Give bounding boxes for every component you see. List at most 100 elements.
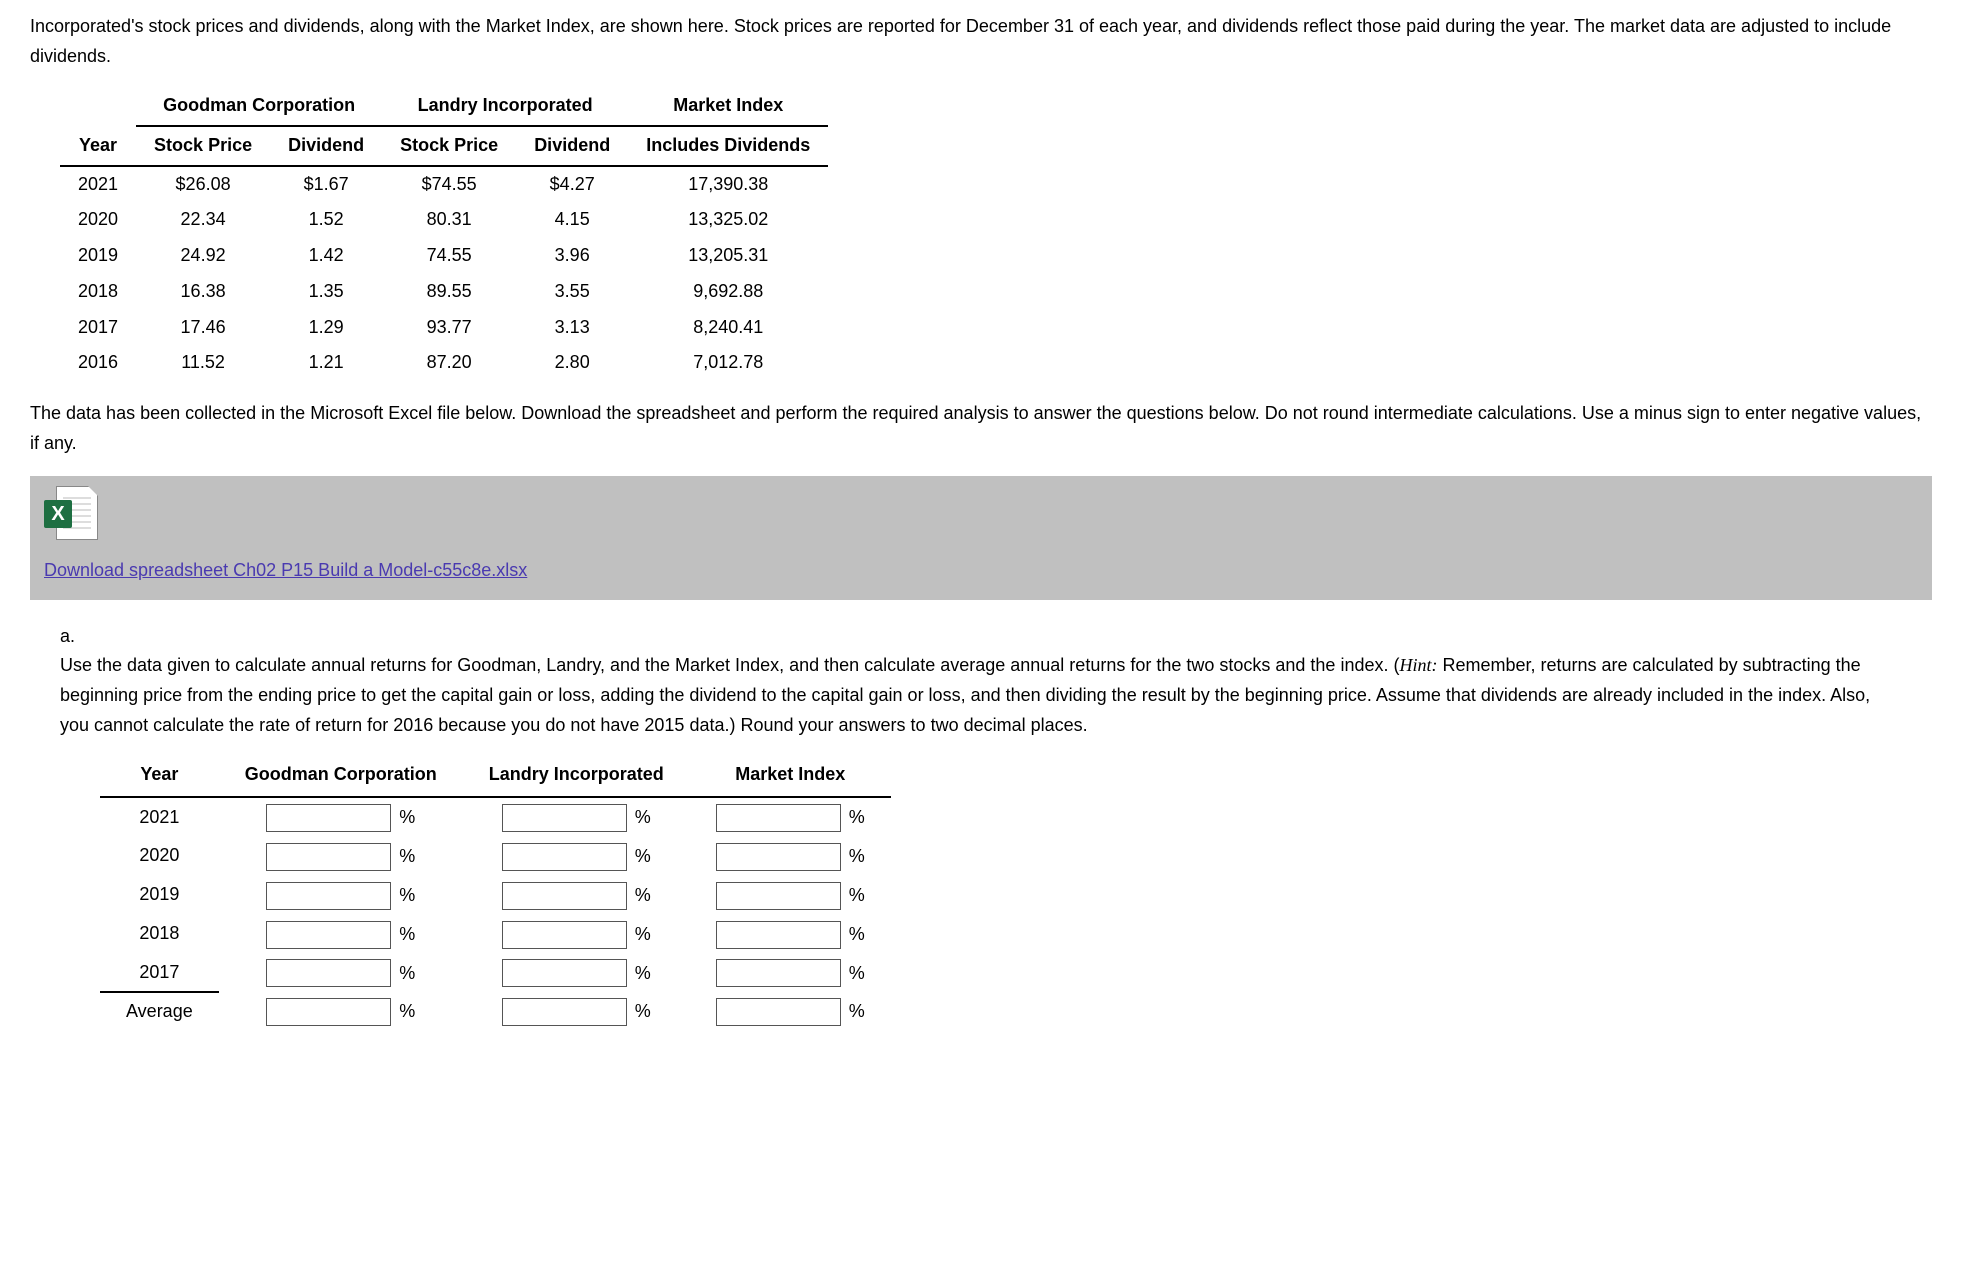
- answer-input[interactable]: [502, 998, 627, 1026]
- table-cell: 4.15: [516, 202, 628, 238]
- table-cell: 1.35: [270, 274, 382, 310]
- answer-input[interactable]: [502, 921, 627, 949]
- answer-input[interactable]: [716, 843, 841, 871]
- answer-cell: %: [690, 953, 891, 992]
- table-cell: 17,390.38: [628, 166, 828, 203]
- unit-label: %: [399, 997, 415, 1027]
- answer-row: 2019%%%: [100, 876, 891, 915]
- unit-label: %: [635, 803, 651, 833]
- answer-row: 2018%%%: [100, 915, 891, 954]
- col-market: Includes Dividends: [628, 126, 828, 166]
- unit-label: %: [635, 881, 651, 911]
- unit-label: %: [399, 959, 415, 989]
- group-header-market: Market Index: [628, 89, 828, 126]
- answer-input[interactable]: [716, 998, 841, 1026]
- table-cell: 80.31: [382, 202, 516, 238]
- answer-average-row: Average%%%: [100, 992, 891, 1031]
- table-cell: 16.38: [136, 274, 270, 310]
- answer-input[interactable]: [266, 843, 391, 871]
- answer-row: 2020%%%: [100, 837, 891, 876]
- ans-col-goodman: Goodman Corporation: [219, 754, 463, 797]
- col-goodman-div: Dividend: [270, 126, 382, 166]
- table-cell: 3.96: [516, 238, 628, 274]
- answer-cell: %: [219, 915, 463, 954]
- table-cell: $74.55: [382, 166, 516, 203]
- answer-cell: %: [219, 797, 463, 837]
- answer-input[interactable]: [502, 959, 627, 987]
- answer-cell: %: [219, 953, 463, 992]
- stock-data-table: Goodman Corporation Landry Incorporated …: [60, 89, 828, 381]
- answer-cell: %: [463, 797, 690, 837]
- table-cell: 24.92: [136, 238, 270, 274]
- answer-input[interactable]: [716, 921, 841, 949]
- answer-input[interactable]: [266, 804, 391, 832]
- answer-table: Year Goodman Corporation Landry Incorpor…: [100, 754, 891, 1031]
- answer-year: 2021: [100, 797, 219, 837]
- table-cell: 2.80: [516, 345, 628, 381]
- table-cell: 93.77: [382, 310, 516, 346]
- table-cell: 89.55: [382, 274, 516, 310]
- answer-input[interactable]: [716, 959, 841, 987]
- table-cell: 2019: [60, 238, 136, 274]
- answer-input[interactable]: [716, 882, 841, 910]
- answer-cell: %: [463, 915, 690, 954]
- unit-label: %: [635, 997, 651, 1027]
- download-block: X Download spreadsheet Ch02 P15 Build a …: [30, 476, 1932, 599]
- answer-input[interactable]: [502, 843, 627, 871]
- answer-cell: %: [219, 837, 463, 876]
- download-spreadsheet-link[interactable]: Download spreadsheet Ch02 P15 Build a Mo…: [44, 560, 527, 580]
- table-cell: 74.55: [382, 238, 516, 274]
- answer-cell: %: [690, 915, 891, 954]
- unit-label: %: [635, 842, 651, 872]
- table-cell: 2016: [60, 345, 136, 381]
- group-header-landry: Landry Incorporated: [382, 89, 628, 126]
- answer-input[interactable]: [266, 882, 391, 910]
- unit-label: %: [399, 881, 415, 911]
- excel-icon: X: [44, 486, 98, 540]
- table-cell: 13,325.02: [628, 202, 828, 238]
- table-cell: 2021: [60, 166, 136, 203]
- answer-input[interactable]: [266, 998, 391, 1026]
- answer-year: 2019: [100, 876, 219, 915]
- table-cell: 11.52: [136, 345, 270, 381]
- table-cell: 1.42: [270, 238, 382, 274]
- table-cell: 17.46: [136, 310, 270, 346]
- table-row: 201611.521.2187.202.807,012.78: [60, 345, 828, 381]
- blank-cell: [60, 89, 136, 126]
- intro-text: Incorporated's stock prices and dividend…: [30, 12, 1932, 71]
- hint-label: Hint:: [1399, 655, 1437, 675]
- answer-cell: %: [463, 953, 690, 992]
- col-goodman-price: Stock Price: [136, 126, 270, 166]
- unit-label: %: [849, 881, 865, 911]
- table-cell: 2017: [60, 310, 136, 346]
- question-text-pre: Use the data given to calculate annual r…: [60, 655, 1399, 675]
- table-cell: $26.08: [136, 166, 270, 203]
- answer-cell: %: [690, 837, 891, 876]
- answer-cell: %: [219, 992, 463, 1031]
- table-row: 201816.381.3589.553.559,692.88: [60, 274, 828, 310]
- answer-input[interactable]: [716, 804, 841, 832]
- table-row: 201717.461.2993.773.138,240.41: [60, 310, 828, 346]
- unit-label: %: [635, 959, 651, 989]
- table-cell: 1.29: [270, 310, 382, 346]
- table-row: 201924.921.4274.553.9613,205.31: [60, 238, 828, 274]
- answer-cell: %: [463, 837, 690, 876]
- unit-label: %: [849, 803, 865, 833]
- unit-label: %: [635, 920, 651, 950]
- table-cell: 9,692.88: [628, 274, 828, 310]
- ans-col-market: Market Index: [690, 754, 891, 797]
- table-cell: 87.20: [382, 345, 516, 381]
- unit-label: %: [399, 920, 415, 950]
- table-cell: 8,240.41: [628, 310, 828, 346]
- ans-col-landry: Landry Incorporated: [463, 754, 690, 797]
- answer-input[interactable]: [266, 959, 391, 987]
- answer-input[interactable]: [266, 921, 391, 949]
- answer-cell: %: [463, 992, 690, 1031]
- question-letter: a.: [60, 622, 86, 652]
- answer-input[interactable]: [502, 804, 627, 832]
- answer-input[interactable]: [502, 882, 627, 910]
- table-row: 202022.341.5280.314.1513,325.02: [60, 202, 828, 238]
- table-cell: 22.34: [136, 202, 270, 238]
- answer-row: 2021%%%: [100, 797, 891, 837]
- unit-label: %: [849, 959, 865, 989]
